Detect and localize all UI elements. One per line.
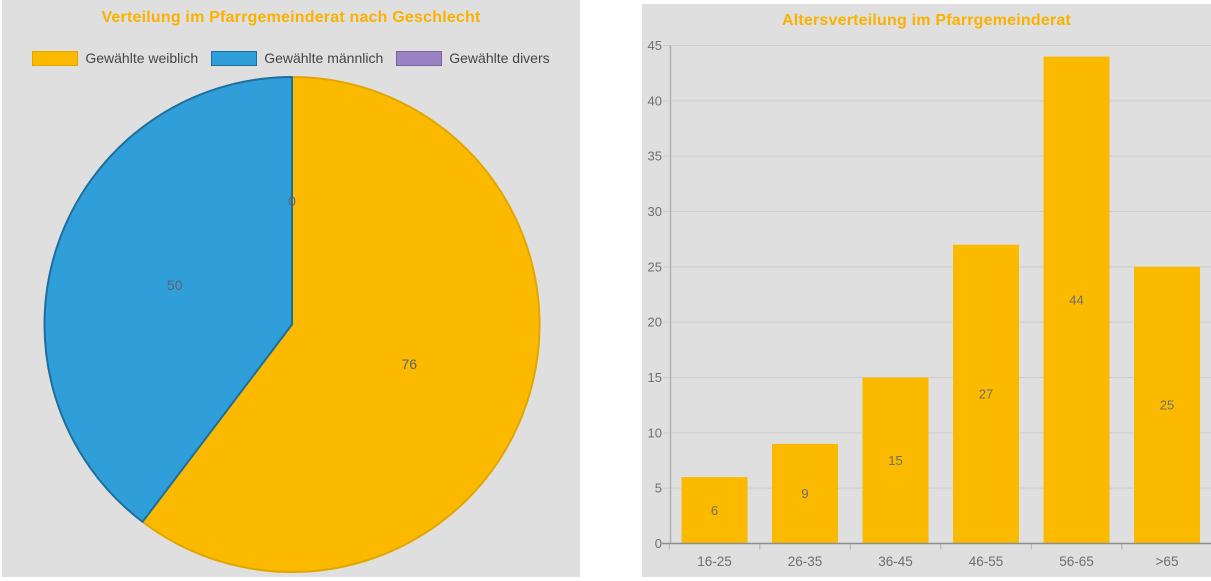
bar-value-label-1: 9: [801, 486, 808, 501]
pie-value-label-0: 76: [402, 356, 418, 372]
bar-chart-title: Altersverteilung im Pfarrgemeinderat: [781, 12, 1072, 29]
pie-value-label-2: 0: [288, 193, 296, 209]
legend-swatch-icon: [396, 50, 443, 66]
legend-label: Gewählte divers: [449, 50, 550, 66]
age-bar-chart-panel: Altersverteilung im Pfarrgemeinderat 0 5 1…: [642, 4, 1211, 577]
y-tick-label-0: 0: [655, 536, 662, 551]
bar-value-label-4: 44: [1069, 293, 1083, 308]
y-tick-label-20: 20: [648, 315, 662, 330]
y-tick-label-5: 5: [655, 481, 662, 496]
y-tick-label-25: 25: [648, 259, 662, 274]
bar-36-45[interactable]: [862, 377, 929, 544]
bar-value-label-2: 15: [888, 453, 902, 468]
legend-swatch-icon: [32, 50, 79, 66]
bar-26-35[interactable]: [772, 443, 838, 544]
x-tick-label-3: 46-55: [969, 554, 1004, 569]
gender-pie-chart-panel: Verteilung im Pfarrgemeinderat nach Gesc…: [2, 0, 580, 577]
y-tick-label-15: 15: [648, 370, 662, 385]
pie-legend: Gewählte weiblich Gewählte männlich Gewähl…: [2, 50, 580, 66]
y-tick-label-30: 30: [648, 204, 662, 219]
bar->65[interactable]: [1134, 266, 1200, 544]
legend-item-2[interactable]: Gewählte divers: [396, 50, 550, 66]
bar-46-55[interactable]: [953, 244, 1019, 544]
legend-swatch-icon: [211, 50, 258, 66]
y-tick-label-40: 40: [648, 93, 662, 108]
bar-value-label-5: 25: [1160, 398, 1174, 413]
pie-slice-0[interactable]: [141, 76, 541, 573]
pie-slice-1[interactable]: [43, 76, 293, 523]
legend-item-1[interactable]: Gewählte männlich: [211, 50, 383, 66]
x-tick-label-1: 26-35: [788, 554, 823, 569]
bar-16-25[interactable]: [681, 477, 748, 544]
legend-label: Gewählte weiblich: [85, 50, 199, 66]
x-tick-label-2: 36-45: [878, 554, 913, 569]
x-tick-label-4: 56-65: [1059, 554, 1094, 569]
bar-56-65[interactable]: [1043, 56, 1110, 544]
bar-value-label-0: 6: [711, 503, 718, 518]
legend-label: Gewählte männlich: [264, 50, 384, 66]
legend-item-0[interactable]: Gewählte weiblich: [32, 50, 198, 66]
bar-chart-canvas[interactable]: 0 5 10 15 20 25 30 35 40 45 6 16-25 9 26-35 15 36-45 27 4…: [642, 4, 1211, 577]
bar-value-label-3: 27: [979, 387, 993, 402]
y-tick-label-35: 35: [648, 149, 662, 164]
pie-chart-title: Verteilung im Pfarrgemeinderat nach Gesc…: [101, 9, 481, 26]
x-tick-label-5: >65: [1156, 554, 1179, 569]
x-tick-label-0: 16-25: [697, 554, 732, 569]
pie-chart-canvas[interactable]: 76 50 0: [2, 0, 580, 577]
pie-value-label-1: 50: [167, 277, 183, 293]
y-tick-label-45: 45: [648, 38, 662, 53]
y-tick-label-10: 10: [648, 425, 662, 440]
